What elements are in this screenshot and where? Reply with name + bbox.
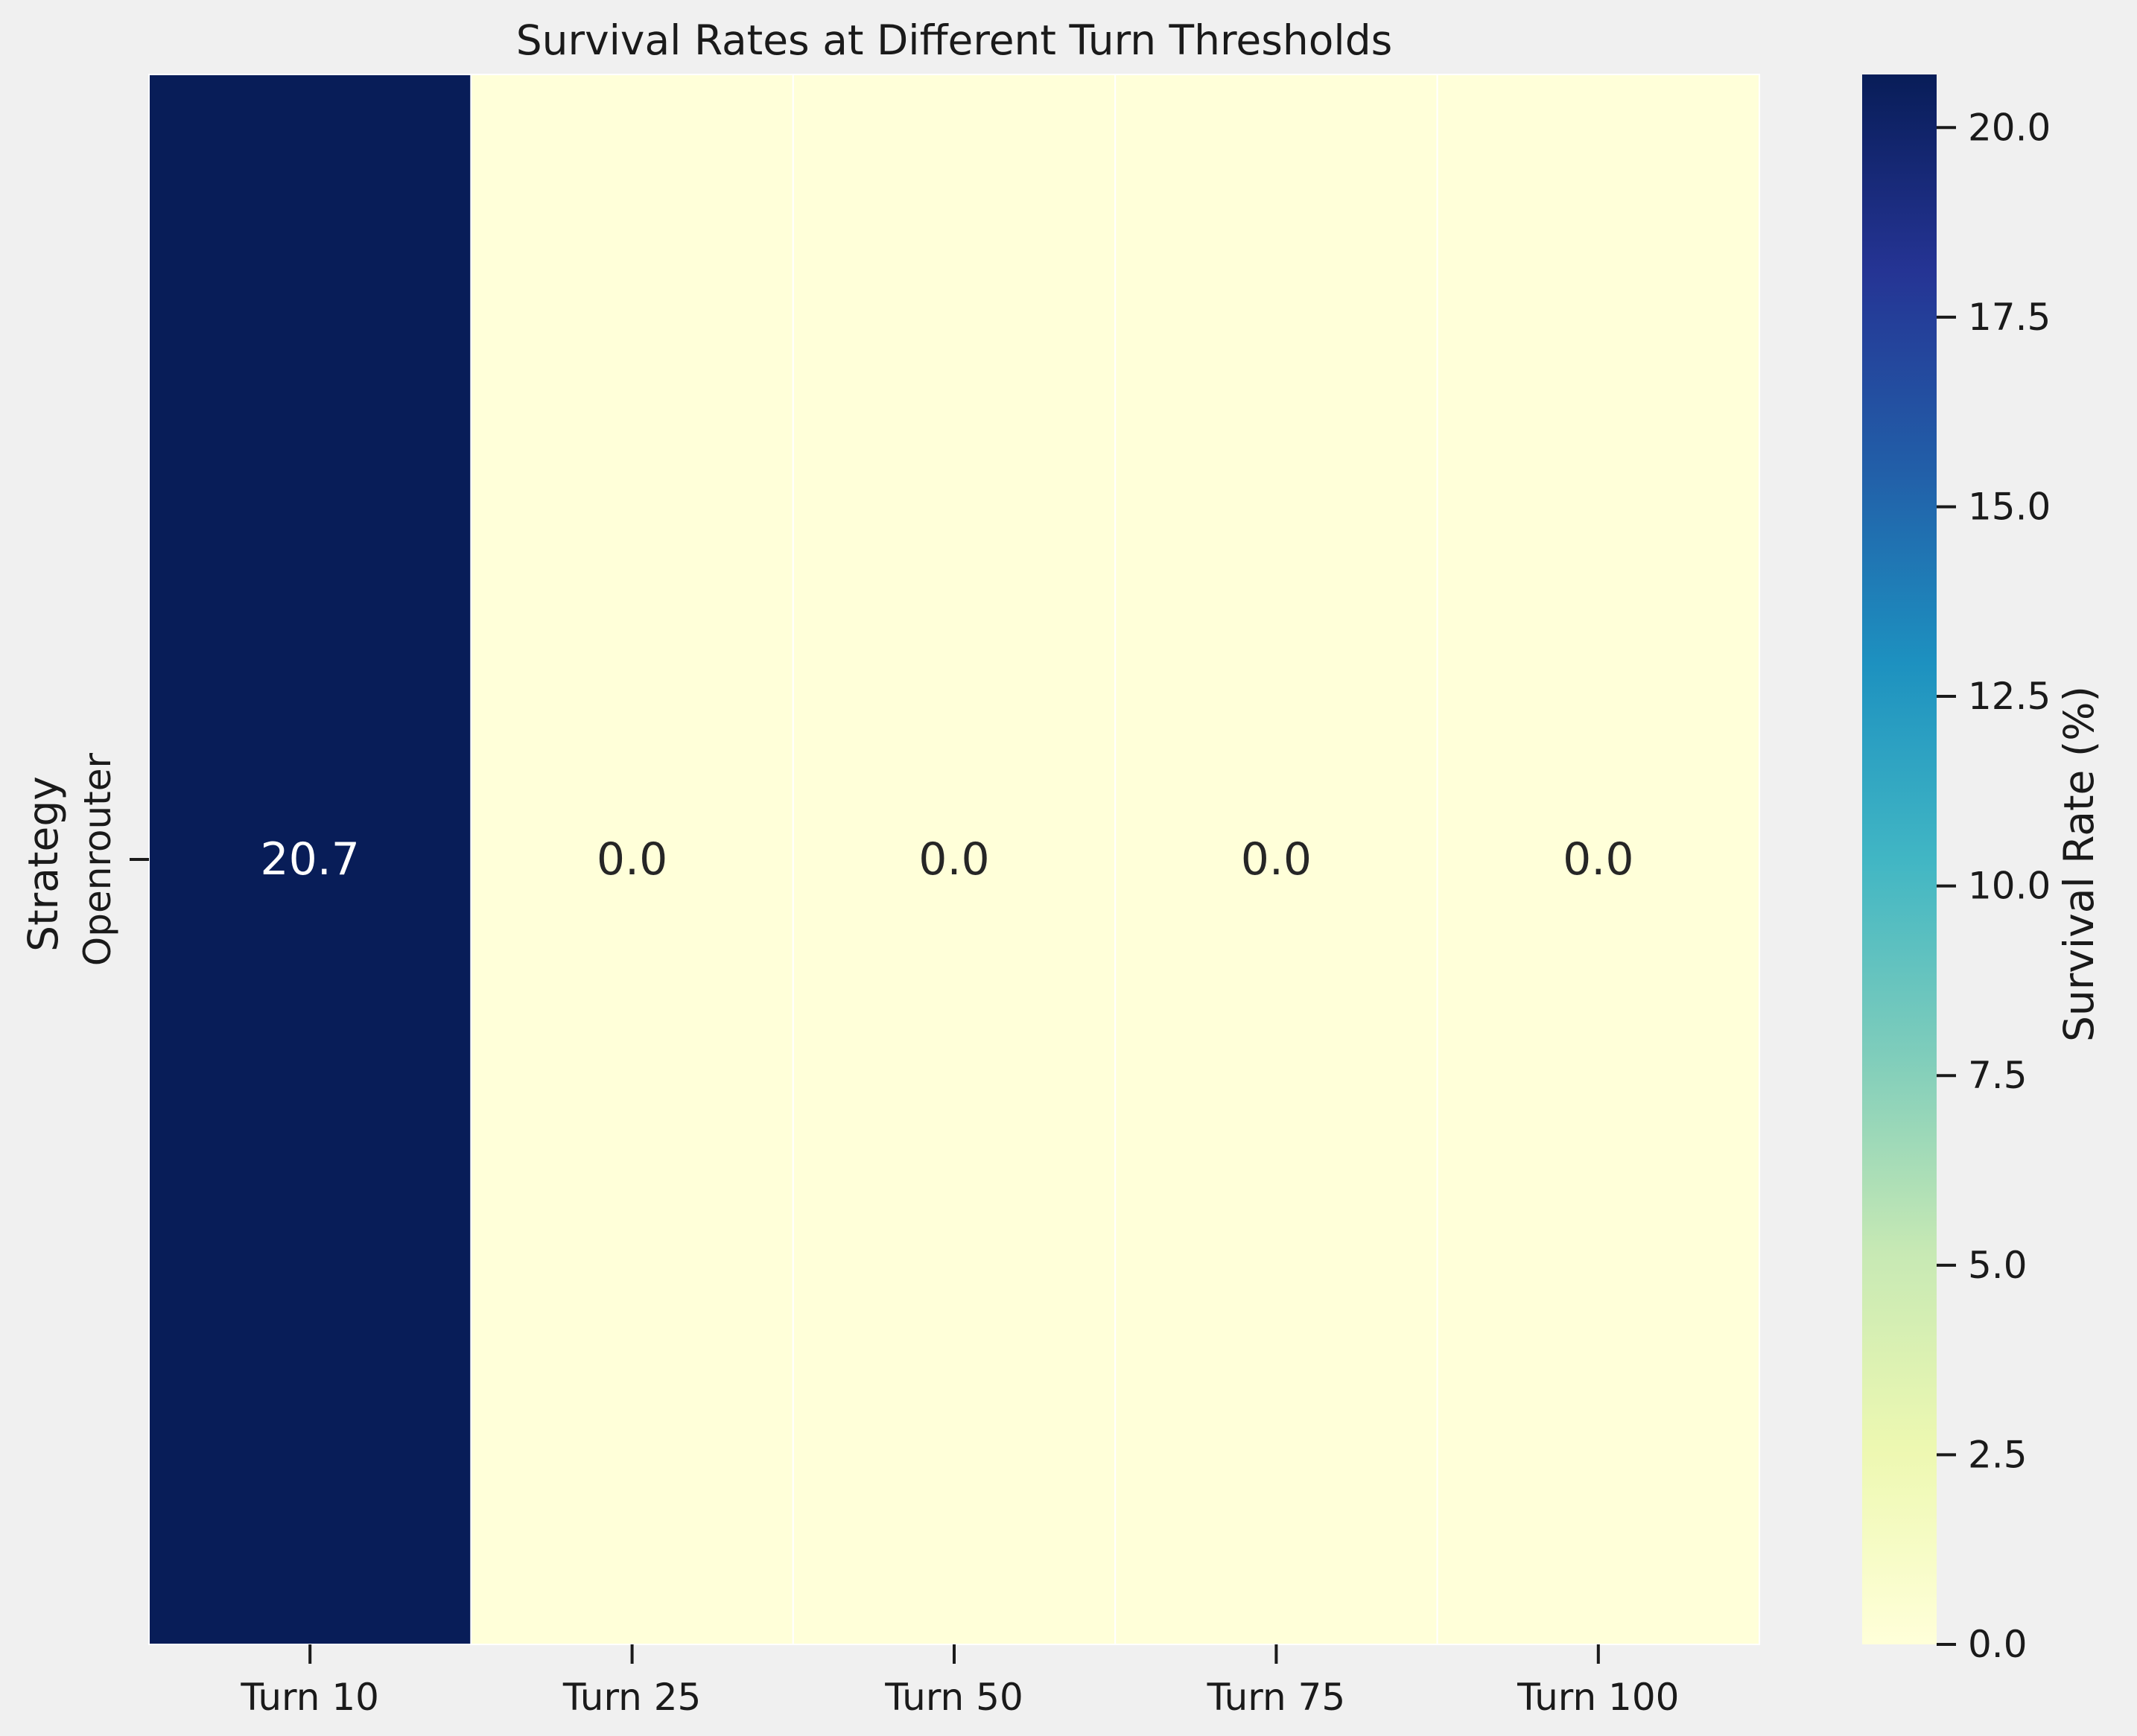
heatmap-cells: 20.7 0.0 0.0 0.0 0.0: [148, 74, 1760, 1645]
heatmap-cell: [1114, 74, 1438, 1645]
colorbar-tick-label: 20.0: [1968, 106, 2051, 149]
x-tick-label: Turn 10: [240, 1676, 379, 1719]
x-tick-label: Turn 75: [1207, 1676, 1346, 1719]
colorbar-label: Survival Rate (%): [2055, 686, 2103, 1042]
cell-annotation: 0.0: [918, 833, 989, 886]
colorbar-ticks: 0.0 2.5 5.0 7.5 10.0 12.5 15.0 17.5 20.0: [1937, 106, 2051, 1666]
x-tick-label: Turn 25: [562, 1676, 702, 1719]
chart-title: Survival Rates at Different Turn Thresho…: [516, 16, 1393, 64]
x-axis-ticks: Turn 10 Turn 25 Turn 50 Turn 75 Turn 100: [240, 1644, 1679, 1719]
colorbar-tick-label: 17.5: [1968, 296, 2051, 339]
colorbar-tick-label: 5.0: [1968, 1244, 2028, 1287]
y-axis-label: Strategy: [19, 776, 67, 952]
heatmap-cell: [1436, 74, 1760, 1645]
cell-annotation: 20.7: [260, 833, 360, 886]
colorbar: [1862, 74, 1937, 1644]
heatmap-cell: [792, 74, 1117, 1645]
x-tick-label: Turn 100: [1517, 1676, 1679, 1719]
cell-annotation: 0.0: [597, 833, 667, 886]
colorbar-tick-label: 7.5: [1968, 1054, 2028, 1097]
heatmap-cell: [470, 74, 794, 1645]
colorbar-tick-label: 12.5: [1968, 675, 2051, 718]
colorbar-tick-label: 15.0: [1968, 485, 2051, 528]
y-axis-ticks: Openrouter: [76, 752, 149, 966]
colorbar-tick-label: 2.5: [1968, 1433, 2028, 1476]
colorbar-tick-label: 0.0: [1968, 1623, 2028, 1666]
cell-annotation: 0.0: [1241, 833, 1312, 886]
heatmap-cell: [148, 74, 472, 1645]
colorbar-tick-label: 10.0: [1968, 865, 2051, 908]
y-tick-label: Openrouter: [76, 752, 119, 966]
cell-annotation: 0.0: [1563, 833, 1633, 886]
x-tick-label: Turn 50: [884, 1676, 1023, 1719]
